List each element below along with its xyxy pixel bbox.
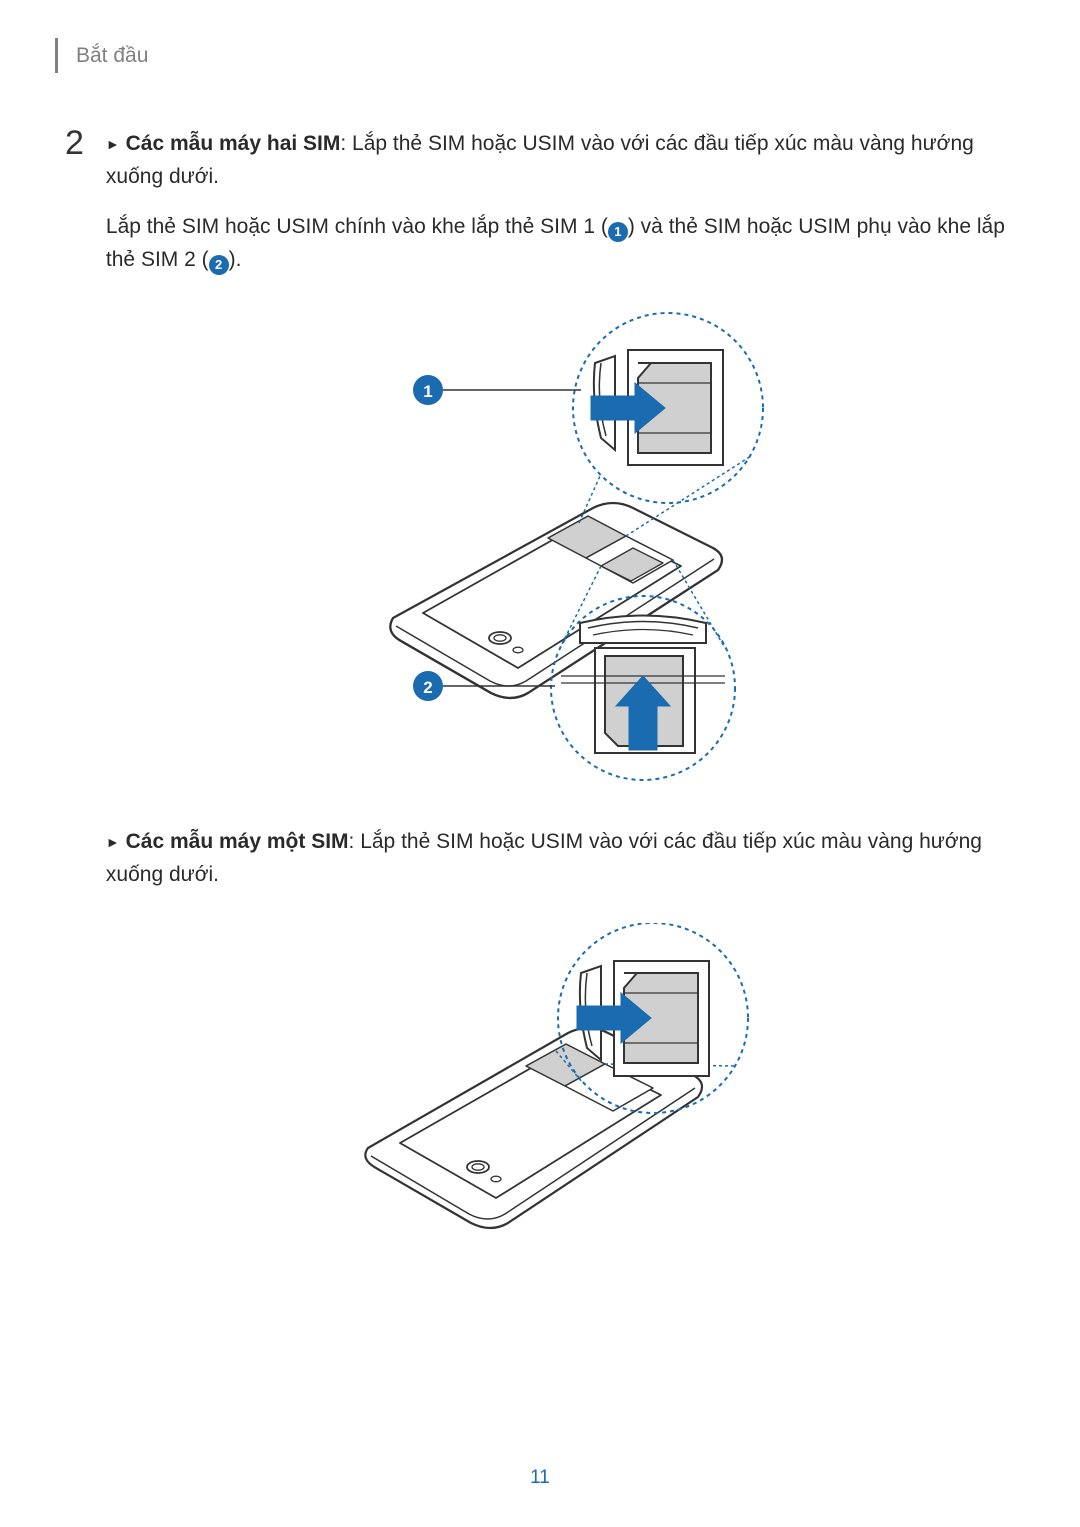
sim-text-1: Lắp thẻ SIM hoặc USIM chính vào khe lắp …	[106, 215, 608, 238]
dual-sim-heading: Các mẫu máy hai SIM	[126, 132, 341, 155]
page-number: 11	[0, 1467, 1080, 1489]
badge-1-inline: 1	[608, 222, 628, 242]
paragraph-sim-slots: Lắp thẻ SIM hoặc USIM chính vào khe lắp …	[106, 211, 1010, 276]
step-number: 2	[65, 126, 84, 160]
diagram-dual-sim: 1	[106, 308, 1010, 788]
step-block: 2 ► Các mẫu máy hai SIM: Lắp thẻ SIM hoặ…	[65, 128, 1010, 1301]
diagram-badge-2-text: 2	[423, 678, 432, 697]
sim-text-3: ).	[229, 248, 242, 271]
single-sim-heading: Các mẫu máy một SIM	[126, 830, 349, 853]
step-content: ► Các mẫu máy hai SIM: Lắp thẻ SIM hoặc …	[106, 128, 1010, 1301]
dual-sim-illustration: 1	[333, 308, 783, 788]
diagram-badge-1-text: 1	[423, 382, 432, 401]
triangle-icon: ►	[106, 134, 120, 156]
header-title: Bắt đầu	[76, 44, 148, 68]
header-accent-bar	[55, 38, 58, 73]
paragraph-single-sim: ► Các mẫu máy một SIM: Lắp thẻ SIM hoặc …	[106, 826, 1010, 891]
diagram-single-sim	[106, 923, 1010, 1263]
triangle-icon: ►	[106, 832, 120, 854]
badge-2-inline: 2	[209, 255, 229, 275]
paragraph-dual-sim-intro: ► Các mẫu máy hai SIM: Lắp thẻ SIM hoặc …	[106, 128, 1010, 193]
page-header: Bắt đầu	[55, 38, 1010, 73]
single-sim-illustration	[328, 923, 788, 1263]
